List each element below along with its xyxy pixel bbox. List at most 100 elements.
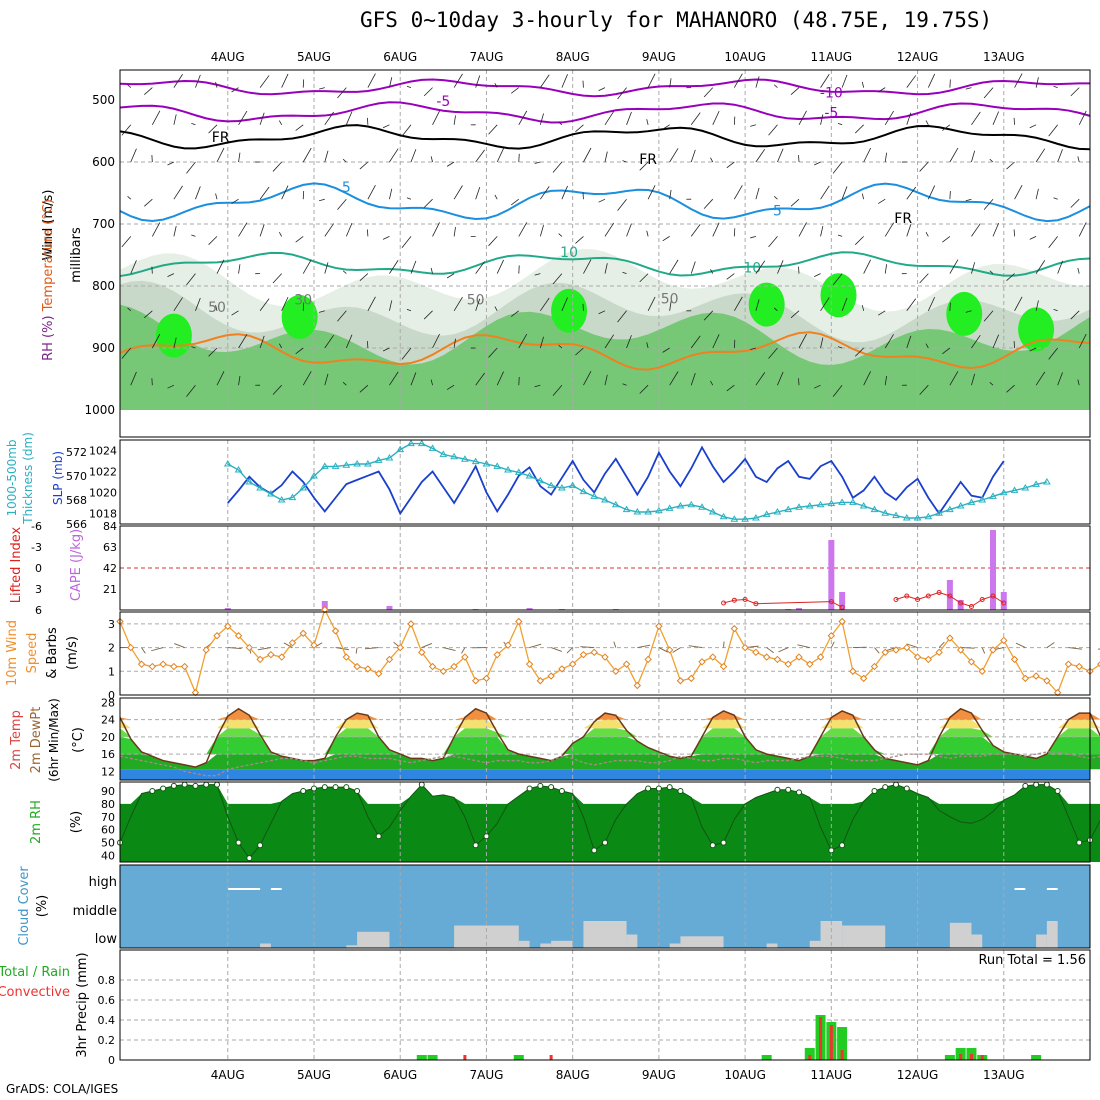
thickness-point (784, 505, 793, 513)
high-cloud-bar (1046, 888, 1058, 890)
wind10m-speed-point (450, 662, 458, 671)
rh2m-tick: 60 (101, 824, 115, 837)
rh2m-point (602, 839, 608, 846)
date-label-top: 8AUG (556, 50, 590, 64)
wind-barb (552, 161, 563, 173)
wind-barb (669, 148, 679, 163)
precip-total-label: Total / Rain (0, 965, 70, 980)
cape-tick: 21 (103, 583, 117, 596)
temperature-tick: 16 (101, 748, 115, 761)
date-label-bottom: 5AUG (297, 1068, 331, 1082)
thickness-point (762, 510, 771, 517)
wind-barb (710, 269, 714, 274)
wind-barb (820, 114, 824, 125)
wind10m-speed-point (321, 605, 329, 614)
wind-barb (598, 310, 606, 315)
slp-tick: 1022 (89, 466, 117, 479)
wind-barb (173, 74, 183, 88)
precip-total-bar (944, 1055, 955, 1060)
wind-barb (389, 188, 393, 200)
wind-barb (1057, 149, 1063, 163)
wind-barb (604, 374, 608, 386)
wind10m-speed-point (870, 662, 879, 671)
wind-barb (359, 384, 369, 393)
wind10m-speed-point (256, 655, 264, 664)
rh2m-point (192, 782, 199, 789)
wind-barb (925, 231, 929, 237)
thickness-point (471, 457, 480, 465)
wind-barb (710, 380, 714, 386)
wind-barb (410, 372, 417, 386)
wind-barb (121, 347, 132, 359)
wind-barb (733, 296, 743, 311)
wind10m-speed-point (396, 643, 404, 652)
wind-barb (712, 110, 720, 125)
wind-barb (453, 338, 456, 349)
li-line (723, 598, 843, 608)
wind-barb (768, 347, 778, 359)
wind-barb (191, 123, 196, 126)
wind-barb (208, 236, 218, 245)
thickness-point (978, 496, 987, 503)
wind-barb (726, 384, 735, 392)
wind10m-speed-point (288, 639, 297, 647)
wind10m-barb (529, 643, 542, 649)
li-point (958, 600, 964, 606)
li-point (753, 601, 759, 607)
wind-barb (130, 148, 137, 163)
isotherm-contour (119, 182, 1091, 223)
thickness-point (946, 505, 954, 513)
isotherm-contour (119, 331, 1091, 371)
rh2m-point (332, 784, 339, 791)
wind-barb (768, 124, 778, 136)
wind-barb (837, 234, 843, 237)
temperature-tick: 24 (101, 714, 115, 727)
wind-barb (215, 305, 218, 311)
rh2m-point (257, 842, 264, 849)
wind-barb (1035, 300, 1039, 311)
wind-barb (712, 222, 720, 237)
thickness-point (590, 492, 599, 499)
thickness-point (622, 505, 631, 513)
wind-barb (662, 124, 670, 130)
wind10m-speed-point (924, 655, 933, 664)
wind10m-barb (906, 643, 918, 648)
rh2m-point (871, 788, 878, 795)
contour-label: FR (894, 211, 912, 227)
pressure-tick: 800 (92, 279, 115, 293)
wind-barb (208, 347, 218, 357)
li-point (925, 593, 931, 599)
wind10m-speed-point (1064, 660, 1073, 668)
wind10m-barb (174, 643, 185, 648)
wind-barb (406, 85, 412, 88)
sealevel-frame (119, 439, 1091, 525)
wind-barb (432, 110, 440, 125)
wind-barb (324, 373, 329, 386)
wind-barb (989, 382, 994, 386)
low-cloud-bar (766, 943, 778, 948)
rh2m-label: 2m RH (29, 800, 44, 844)
wind-barb (432, 333, 440, 349)
wind-barb (552, 273, 563, 285)
cloud-unit-label: (%) (35, 895, 50, 918)
precip-conv-bar (463, 1055, 467, 1060)
wind10m-speed-point (665, 646, 674, 654)
wind-barb (367, 296, 376, 311)
cape-bar (990, 530, 996, 610)
wind-barb (302, 371, 312, 386)
thickness-point (655, 506, 663, 514)
cape-tick: 84 (103, 520, 117, 533)
thickness-point (676, 502, 685, 509)
rh2m-tick: 90 (101, 785, 115, 798)
wind-axis-label: Wind (m/s) (41, 190, 56, 261)
wind10m-speed-point (935, 648, 943, 657)
wind-barb (295, 124, 304, 131)
upper-air-frame (119, 69, 1091, 438)
thickness-point (504, 466, 512, 473)
rh2m-point (645, 785, 652, 792)
wind-barb (790, 310, 800, 319)
wind10m-speed-point (956, 646, 965, 654)
thickness-point (428, 444, 437, 451)
wind-barb (798, 333, 807, 349)
wind10m-speed-point (859, 674, 868, 683)
